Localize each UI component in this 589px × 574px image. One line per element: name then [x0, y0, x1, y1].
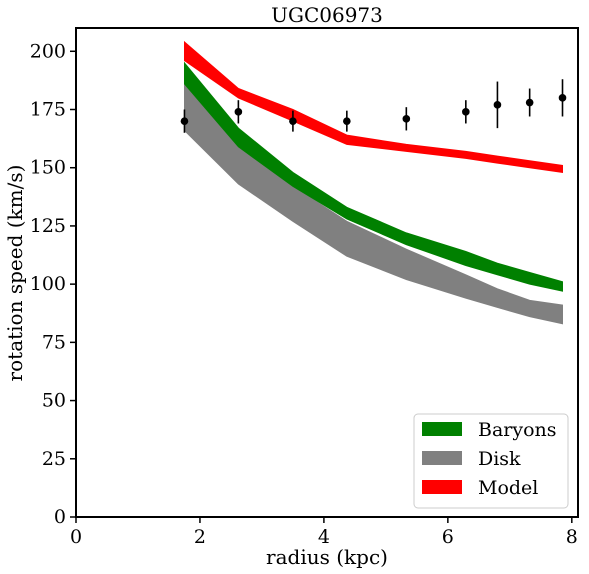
legend-label-model: Model	[478, 477, 538, 499]
observed-point	[234, 108, 243, 116]
chart-title: UGC06973	[271, 3, 383, 27]
y-tick-label: 75	[42, 331, 66, 353]
legend-label-baryons: Baryons	[478, 419, 557, 441]
axis-ticks: 0 2 4 6 8 0 25 50 75 100 125 150 175 200	[30, 40, 578, 548]
bands-layer	[184, 40, 563, 325]
legend-swatch-model	[422, 480, 462, 494]
band-baryons	[184, 61, 563, 292]
y-axis-label: rotation speed (km/s)	[3, 165, 27, 382]
x-tick-label: 0	[70, 526, 82, 548]
observed-point	[402, 115, 411, 123]
x-axis-label: radius (kpc)	[266, 545, 388, 569]
observed-point	[462, 108, 470, 116]
observed-point	[558, 94, 567, 102]
y-tick-label: 200	[30, 40, 66, 62]
x-tick-label: 2	[194, 526, 206, 548]
legend-swatch-disk	[422, 451, 462, 465]
legend-swatch-baryons	[422, 422, 462, 436]
observed-point	[289, 117, 297, 125]
legend: Baryons Disk Model	[413, 413, 569, 509]
y-tick-label: 50	[42, 390, 66, 412]
y-tick-label: 175	[30, 99, 66, 121]
x-tick-label: 4	[318, 526, 330, 548]
legend-label-disk: Disk	[478, 448, 521, 470]
y-tick-label: 100	[30, 273, 66, 295]
x-tick-label: 6	[442, 526, 454, 548]
observed-point	[525, 98, 534, 107]
y-tick-label: 150	[30, 157, 66, 179]
y-tick-label: 125	[30, 215, 66, 237]
observed-point	[343, 117, 351, 125]
y-tick-label: 0	[54, 506, 66, 528]
x-tick-label: 8	[566, 526, 578, 548]
band-disk	[184, 82, 563, 325]
observed-point	[493, 101, 502, 109]
plot-frame	[75, 27, 579, 518]
y-tick-label: 25	[42, 448, 66, 470]
observed-points-layer	[180, 79, 567, 133]
observed-point	[180, 117, 189, 125]
